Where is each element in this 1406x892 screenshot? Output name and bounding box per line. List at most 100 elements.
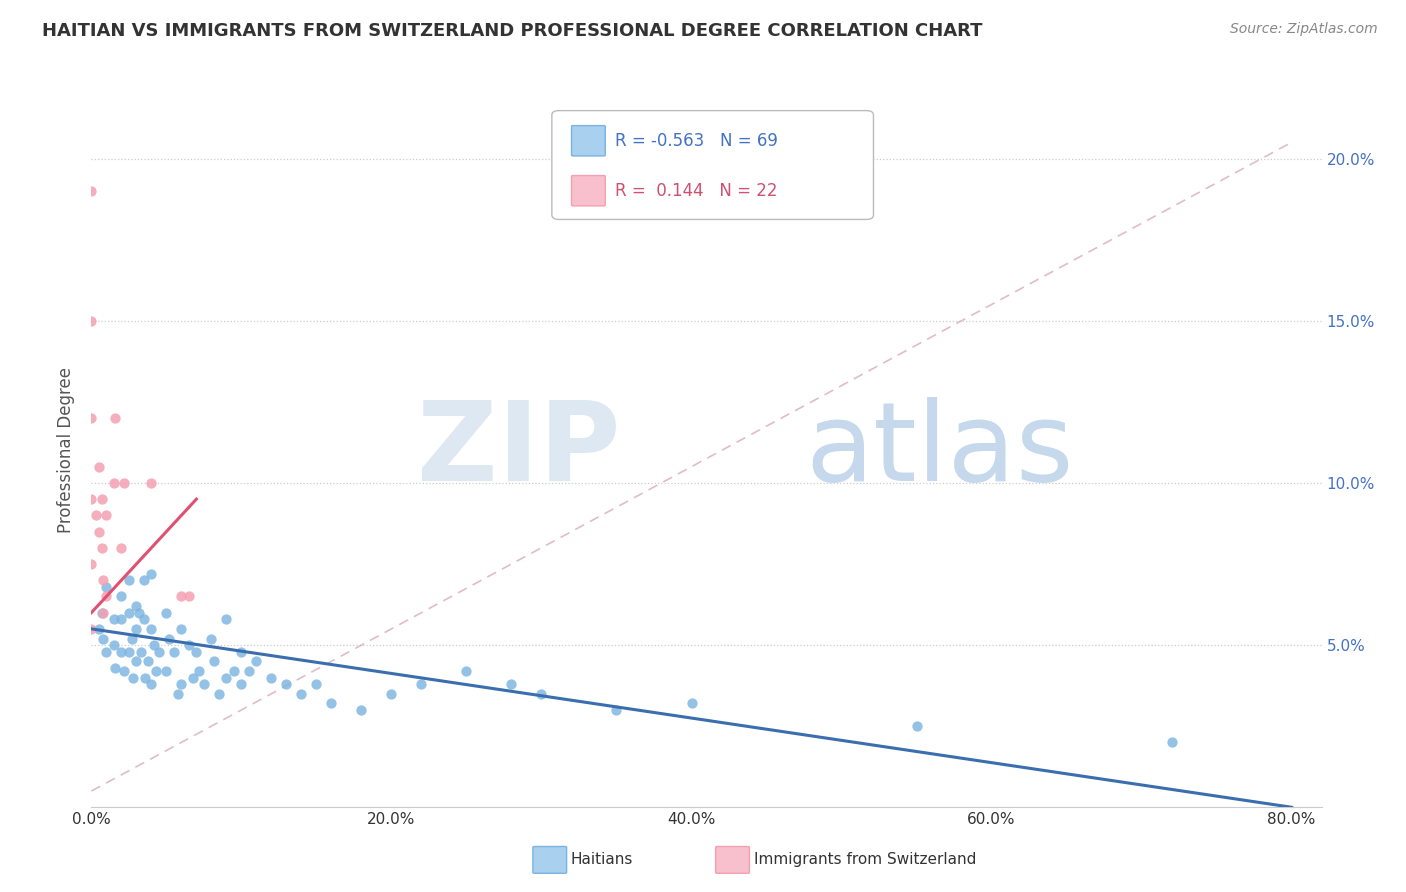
Text: atlas: atlas (804, 397, 1073, 504)
Point (93, 632, 115, 646)
Point (305, 677, 328, 691)
Point (456, 664, 478, 678)
Point (231, 644, 253, 658)
Point (681, 697, 703, 711)
Point (125, 622, 148, 636)
Point (121, 632, 143, 646)
Point (110, 612, 132, 626)
Point (110, 644, 132, 658)
Point (112, 475, 135, 490)
Text: Haitians: Haitians (571, 853, 633, 867)
Point (186, 644, 208, 658)
Point (193, 677, 215, 691)
Point (80, 314, 103, 328)
Text: Immigrants from Switzerland: Immigrants from Switzerland (754, 853, 976, 867)
Point (118, 573, 141, 587)
Point (188, 664, 211, 678)
Point (125, 654, 148, 668)
Point (155, 664, 177, 678)
Point (138, 654, 160, 668)
Point (202, 654, 225, 668)
Point (96, 590, 118, 604)
Point (155, 606, 177, 620)
Point (148, 644, 170, 658)
Point (87, 524, 110, 539)
Point (380, 687, 402, 701)
Text: R =  0.144   N = 22: R = 0.144 N = 22 (616, 182, 778, 200)
Point (145, 664, 167, 678)
Point (245, 654, 267, 668)
Point (530, 687, 553, 701)
Point (183, 671, 205, 685)
Point (222, 664, 245, 678)
Point (170, 622, 193, 636)
Point (103, 475, 125, 490)
Point (90, 541, 112, 555)
Point (80, 184, 103, 198)
Point (132, 573, 155, 587)
Point (215, 671, 238, 685)
Point (90, 492, 112, 507)
Point (208, 687, 231, 701)
Point (96, 508, 118, 523)
Point (80, 411, 103, 425)
Point (157, 632, 180, 646)
Point (321, 697, 343, 711)
Text: Source: ZipAtlas.com: Source: ZipAtlas.com (1230, 22, 1378, 37)
Point (276, 677, 298, 691)
Text: ZIP: ZIP (418, 397, 620, 504)
Point (118, 606, 141, 620)
Point (177, 590, 200, 604)
Point (132, 612, 155, 626)
Point (96, 644, 118, 658)
Point (200, 632, 222, 646)
Point (80, 557, 103, 571)
Point (125, 599, 148, 614)
Point (93, 573, 115, 587)
Point (90, 606, 112, 620)
Point (1160, 735, 1182, 749)
Point (87, 622, 110, 636)
Point (104, 411, 127, 425)
Text: HAITIAN VS IMMIGRANTS FROM SWITZERLAND PROFESSIONAL DEGREE CORRELATION CHART: HAITIAN VS IMMIGRANTS FROM SWITZERLAND P… (42, 22, 983, 40)
Point (605, 703, 627, 717)
Point (80, 492, 103, 507)
Point (110, 590, 132, 604)
Point (501, 677, 523, 691)
Point (215, 612, 238, 626)
Point (141, 677, 163, 691)
Y-axis label: Professional Degree: Professional Degree (58, 368, 76, 533)
Point (231, 677, 253, 691)
Point (141, 566, 163, 581)
Point (103, 612, 125, 626)
Point (128, 606, 150, 620)
Point (905, 719, 928, 733)
Point (93, 606, 115, 620)
Point (141, 622, 163, 636)
Point (122, 671, 145, 685)
Point (84, 508, 107, 523)
Point (112, 664, 135, 678)
Point (80, 622, 103, 636)
Point (163, 644, 186, 658)
Point (350, 703, 373, 717)
Point (167, 687, 190, 701)
Point (141, 475, 163, 490)
Point (411, 677, 433, 691)
Text: R = -0.563   N = 69: R = -0.563 N = 69 (616, 132, 778, 150)
Point (96, 580, 118, 594)
Point (129, 644, 152, 658)
Point (118, 644, 141, 658)
Point (110, 541, 132, 555)
Point (260, 671, 283, 685)
Point (170, 590, 193, 604)
Point (290, 687, 312, 701)
Point (103, 638, 125, 652)
Point (143, 638, 166, 652)
Point (87, 459, 110, 474)
Point (170, 677, 193, 691)
Point (104, 661, 127, 675)
Point (177, 638, 200, 652)
Point (238, 664, 260, 678)
Point (134, 671, 156, 685)
